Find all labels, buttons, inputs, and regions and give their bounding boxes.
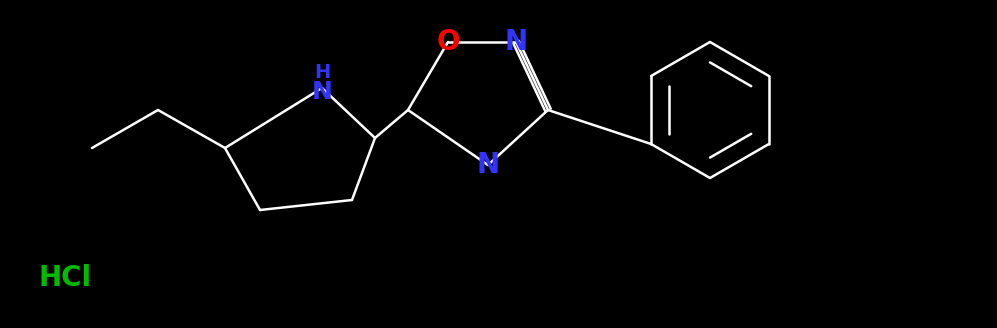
- Text: O: O: [437, 28, 460, 56]
- Text: N: N: [477, 151, 499, 179]
- Text: H: H: [314, 63, 330, 81]
- Text: N: N: [311, 80, 332, 104]
- Text: N: N: [504, 28, 527, 56]
- Text: HCl: HCl: [38, 264, 91, 292]
